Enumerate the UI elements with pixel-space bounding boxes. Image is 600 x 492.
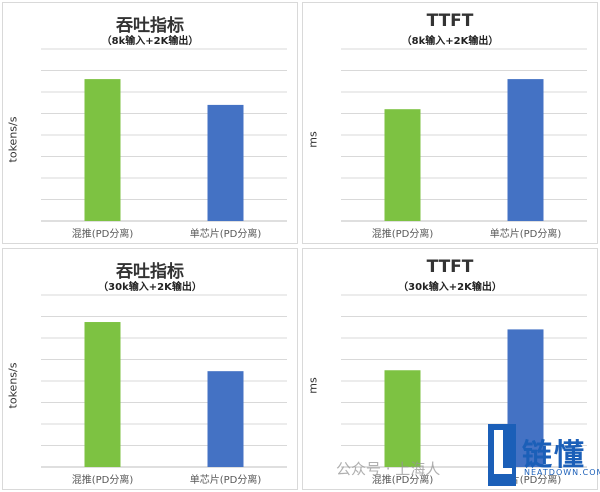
chart-subtitle: （30k输入+2K输出） (98, 282, 202, 293)
chart-subtitle: （8k输入+2K输出） (401, 36, 499, 47)
x-tick-label: 单芯片(PD分离) (190, 227, 262, 240)
chart-title: TTFT (426, 11, 474, 31)
x-tick-label: 混推(PD分离) (72, 473, 134, 486)
chart-panel-throughput-30k: 吞吐指标 （30k输入+2K输出） tokens/s 混推(PD分离) 单芯片(P… (2, 248, 298, 490)
chart-plot: 混推(PD分离) 单芯片(PD分离) (41, 48, 287, 240)
chart-subtitle: （30k输入+2K输出） (398, 282, 502, 293)
x-tick-label: 混推(PD分离) (372, 227, 434, 240)
brand-name: 链懂 (522, 438, 586, 473)
chart-panel-throughput-8k: 吞吐指标 （8k输入+2K输出） tokens/s 混推(PD分离) 单芯片(PD… (2, 2, 298, 244)
chart-subtitle: （8k输入+2K输出） (101, 36, 199, 47)
x-tick-label: 单芯片(PD分离) (490, 227, 562, 240)
chart-panel-ttft-8k: TTFT （8k输入+2K输出） ms 混推(PD分离) 单芯片(PD分离) (302, 2, 598, 244)
chart-plot: 混推(PD分离) 单芯片(PD分离) (341, 48, 587, 240)
x-tick-label: 混推(PD分离) (72, 227, 134, 240)
brand-logo: 链懂 NEATDOWN.COM (488, 424, 600, 490)
x-tick-label: 混推(PD分离) (372, 473, 434, 486)
bar (384, 370, 421, 467)
watermark-text: 公众号 · 上海人 (336, 460, 441, 478)
bar (207, 104, 244, 221)
bar (84, 79, 121, 221)
chart-plot: 混推(PD分离) 单芯片(PD分离) (41, 294, 287, 486)
chart-title: TTFT (426, 257, 474, 277)
bar (207, 371, 244, 467)
brand-logo-icon (488, 424, 516, 486)
bar (507, 79, 544, 221)
x-tick-label: 单芯片(PD分离) (190, 473, 262, 486)
chart-panel-ttft-30k: TTFT （30k输入+2K输出） ms 混推(PD分离) 单芯片(PD分离) (302, 248, 598, 490)
bar (384, 109, 421, 221)
chart-title: 吞吐指标 (116, 16, 184, 36)
chart-title: 吞吐指标 (116, 262, 184, 282)
brand-site: NEATDOWN.COM (524, 468, 600, 477)
bar (84, 322, 121, 467)
